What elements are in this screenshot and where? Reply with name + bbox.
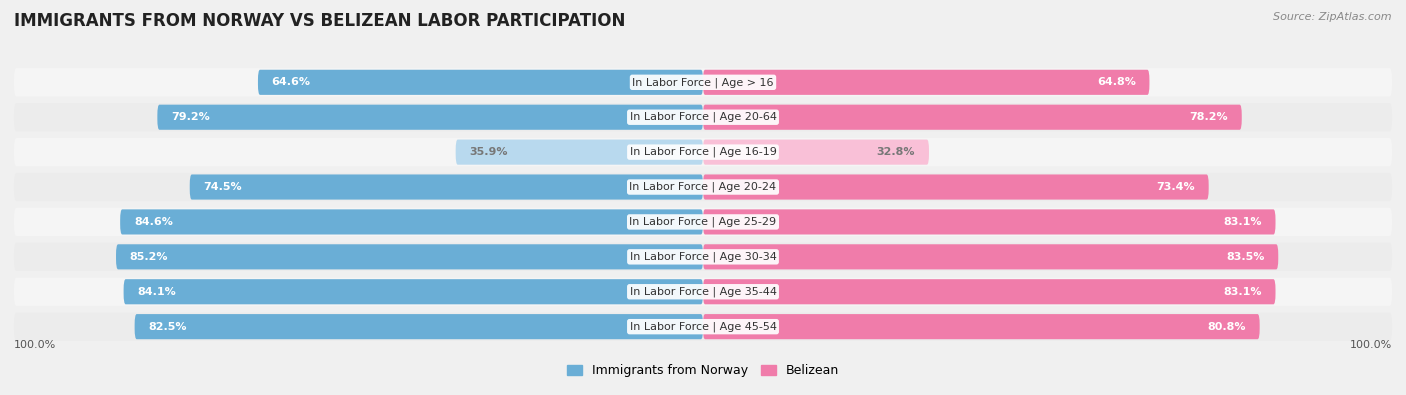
- Text: In Labor Force | Age 20-64: In Labor Force | Age 20-64: [630, 112, 776, 122]
- FancyBboxPatch shape: [120, 209, 703, 235]
- Text: IMMIGRANTS FROM NORWAY VS BELIZEAN LABOR PARTICIPATION: IMMIGRANTS FROM NORWAY VS BELIZEAN LABOR…: [14, 12, 626, 30]
- Text: 35.9%: 35.9%: [470, 147, 508, 157]
- Legend: Immigrants from Norway, Belizean: Immigrants from Norway, Belizean: [561, 358, 845, 384]
- Text: In Labor Force | Age 25-29: In Labor Force | Age 25-29: [630, 217, 776, 227]
- Text: In Labor Force | Age 30-34: In Labor Force | Age 30-34: [630, 252, 776, 262]
- Text: 78.2%: 78.2%: [1189, 112, 1227, 122]
- FancyBboxPatch shape: [117, 244, 703, 269]
- FancyBboxPatch shape: [703, 209, 1275, 235]
- FancyBboxPatch shape: [703, 70, 1150, 95]
- FancyBboxPatch shape: [703, 139, 929, 165]
- FancyBboxPatch shape: [14, 68, 1392, 96]
- FancyBboxPatch shape: [14, 243, 1392, 271]
- Text: In Labor Force | Age 16-19: In Labor Force | Age 16-19: [630, 147, 776, 157]
- Text: In Labor Force | Age 35-44: In Labor Force | Age 35-44: [630, 286, 776, 297]
- Text: Source: ZipAtlas.com: Source: ZipAtlas.com: [1274, 12, 1392, 22]
- FancyBboxPatch shape: [14, 208, 1392, 236]
- FancyBboxPatch shape: [157, 105, 703, 130]
- Text: In Labor Force | Age 45-54: In Labor Force | Age 45-54: [630, 322, 776, 332]
- FancyBboxPatch shape: [703, 105, 1241, 130]
- FancyBboxPatch shape: [14, 173, 1392, 201]
- FancyBboxPatch shape: [14, 312, 1392, 341]
- Text: In Labor Force | Age 20-24: In Labor Force | Age 20-24: [630, 182, 776, 192]
- Text: 100.0%: 100.0%: [1350, 340, 1392, 350]
- Text: 64.6%: 64.6%: [271, 77, 311, 87]
- Text: 73.4%: 73.4%: [1156, 182, 1195, 192]
- Text: 74.5%: 74.5%: [204, 182, 242, 192]
- FancyBboxPatch shape: [703, 244, 1278, 269]
- Text: 83.5%: 83.5%: [1226, 252, 1264, 262]
- Text: 79.2%: 79.2%: [172, 112, 209, 122]
- Text: 32.8%: 32.8%: [877, 147, 915, 157]
- Text: 85.2%: 85.2%: [129, 252, 169, 262]
- FancyBboxPatch shape: [703, 314, 1260, 339]
- FancyBboxPatch shape: [135, 314, 703, 339]
- Text: 82.5%: 82.5%: [149, 322, 187, 332]
- Text: In Labor Force | Age > 16: In Labor Force | Age > 16: [633, 77, 773, 88]
- FancyBboxPatch shape: [14, 138, 1392, 166]
- FancyBboxPatch shape: [703, 279, 1275, 304]
- FancyBboxPatch shape: [703, 175, 1209, 199]
- Text: 84.1%: 84.1%: [138, 287, 176, 297]
- FancyBboxPatch shape: [257, 70, 703, 95]
- FancyBboxPatch shape: [124, 279, 703, 304]
- Text: 83.1%: 83.1%: [1223, 217, 1261, 227]
- Text: 64.8%: 64.8%: [1097, 77, 1136, 87]
- FancyBboxPatch shape: [14, 103, 1392, 132]
- FancyBboxPatch shape: [190, 175, 703, 199]
- Text: 84.6%: 84.6%: [134, 217, 173, 227]
- FancyBboxPatch shape: [456, 139, 703, 165]
- FancyBboxPatch shape: [14, 278, 1392, 306]
- Text: 100.0%: 100.0%: [14, 340, 56, 350]
- Text: 80.8%: 80.8%: [1208, 322, 1246, 332]
- Text: 83.1%: 83.1%: [1223, 287, 1261, 297]
